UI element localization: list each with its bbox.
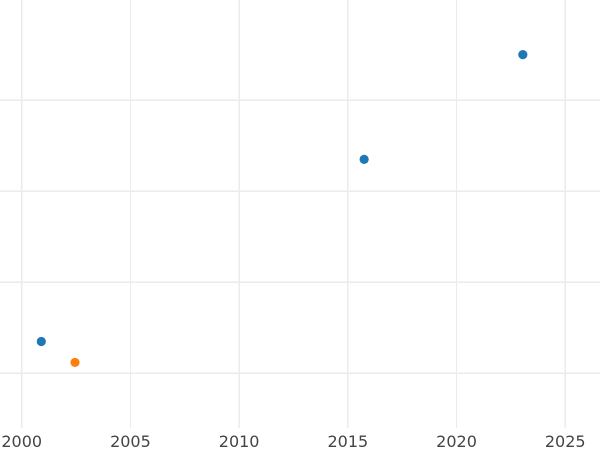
data-point <box>518 50 528 60</box>
data-point <box>70 357 80 368</box>
x-tick-label: 2015 <box>327 432 368 450</box>
data-point <box>36 336 46 347</box>
x-tick-label: 2000 <box>1 432 42 450</box>
data-point <box>359 154 369 164</box>
x-gridlines <box>21 0 566 428</box>
x-tick-label: 2025 <box>545 432 586 450</box>
x-tick-labels: 2000 2005 2010 2015 2020 2025 <box>1 432 585 450</box>
data-points <box>36 50 528 368</box>
y-gridlines <box>0 99 600 375</box>
x-tick-label: 2010 <box>219 432 260 450</box>
x-tick-label: 2020 <box>436 432 477 450</box>
x-tick-label: 2005 <box>110 432 151 450</box>
